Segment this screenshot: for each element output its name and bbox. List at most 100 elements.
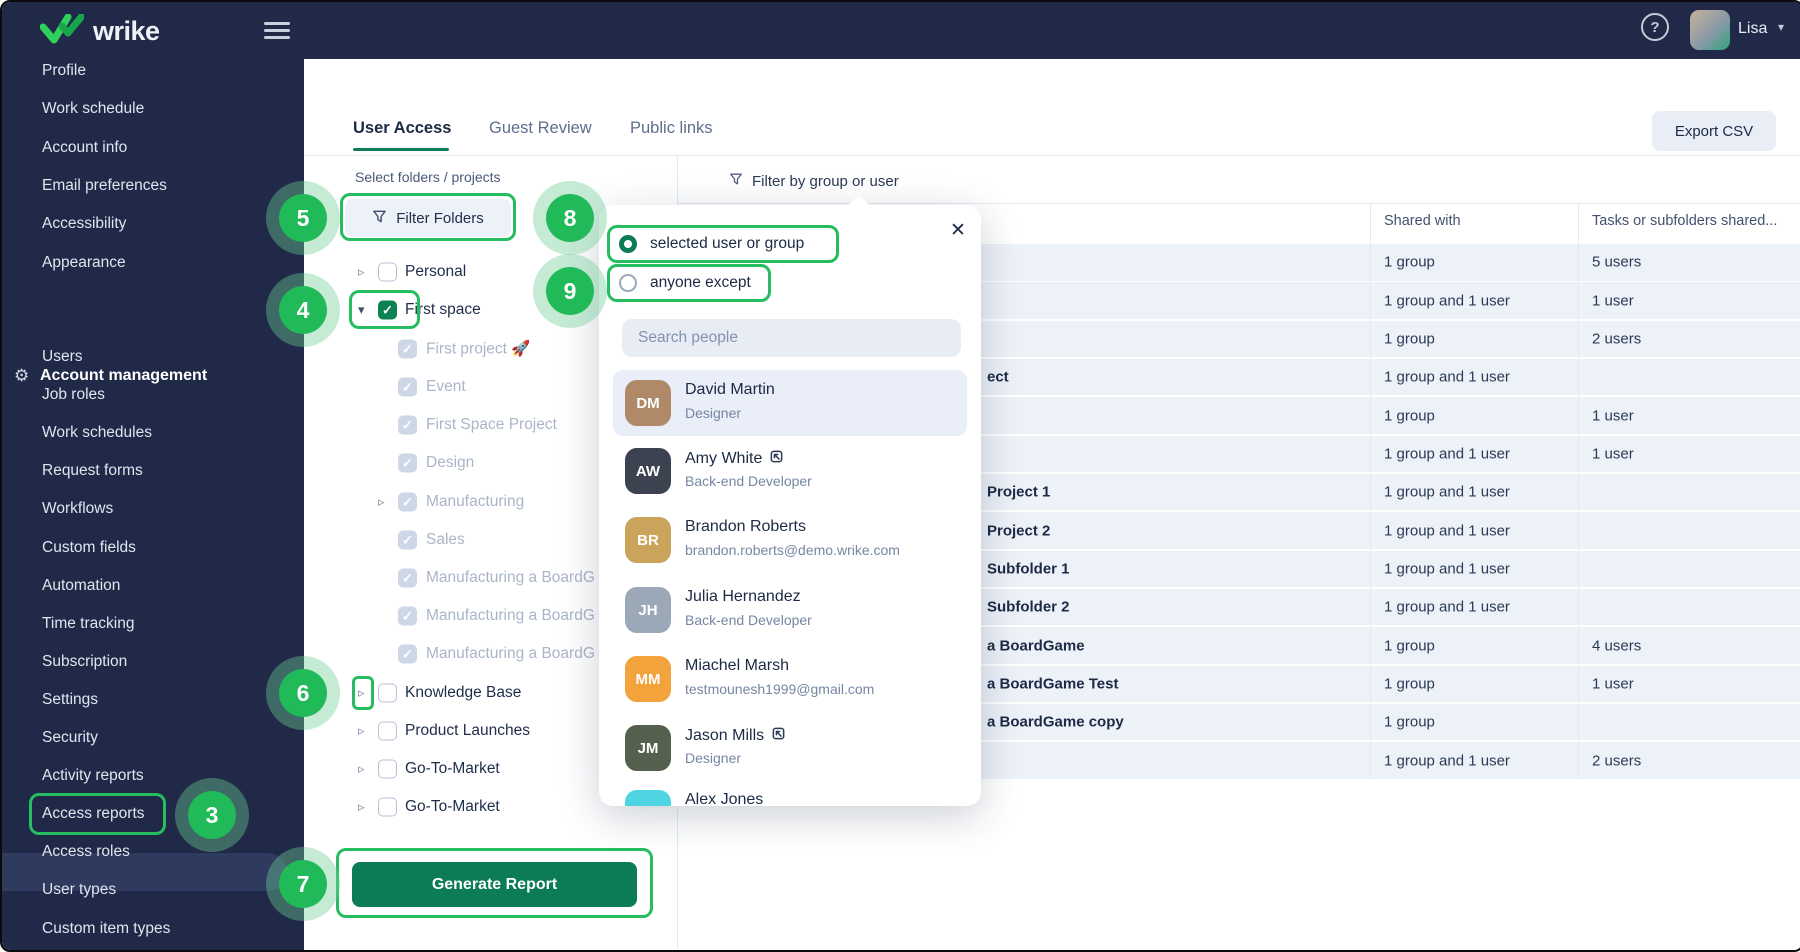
- chevron-right-icon[interactable]: ▹: [378, 494, 385, 509]
- sidebar-item-work-schedule[interactable]: Work schedule: [42, 100, 145, 118]
- cell-folder-name: Subfolder 2: [987, 598, 1070, 616]
- sidebar-item-time-tracking[interactable]: Time tracking: [42, 614, 135, 632]
- cell-tasks-shared: 1 user: [1592, 445, 1634, 463]
- person-row-alex-jones[interactable]: AJ Alex Jones: [613, 780, 967, 806]
- tree-label: Manufacturing: [426, 493, 525, 510]
- sidebar-item-email-preferences[interactable]: Email preferences: [42, 176, 167, 194]
- external-user-icon: [771, 726, 786, 746]
- tree-item-design[interactable]: ✓ Design: [304, 444, 677, 482]
- sidebar-item-account-info[interactable]: Account info: [42, 138, 128, 156]
- close-icon[interactable]: ✕: [950, 219, 966, 241]
- tree-item-sales[interactable]: ✓ Sales: [304, 521, 677, 559]
- checkbox-knowledge-base[interactable]: [378, 683, 397, 703]
- tree-item-go-to-market[interactable]: ▹ Go-To-Market: [304, 750, 677, 788]
- user-name[interactable]: Lisa: [1738, 20, 1768, 37]
- checkbox-first-project[interactable]: ✓: [398, 339, 417, 359]
- sidebar-item-request-forms[interactable]: Request forms: [42, 462, 143, 480]
- cell-tasks-shared: 1 user: [1592, 675, 1634, 693]
- sidebar-item-access-reports[interactable]: Access reports: [42, 805, 145, 823]
- option-label: anyone except: [650, 274, 751, 291]
- sidebar-item-activity-reports[interactable]: Activity reports: [42, 767, 144, 785]
- help-icon[interactable]: ?: [1641, 13, 1669, 41]
- filter-by-group-or-user[interactable]: Filter by group or user: [729, 172, 899, 190]
- person-row-miachel-marsh[interactable]: MM Miachel Marsh testmounesh1999@gmail.com: [613, 646, 967, 712]
- person-row-jason-mills[interactable]: JM Jason Mills Designer: [613, 715, 967, 781]
- person-name-text: Alex Jones: [685, 791, 764, 806]
- filter-folders-label: Filter Folders: [396, 209, 484, 227]
- avatar: JH: [625, 587, 671, 633]
- radio-unselected-icon[interactable]: [619, 274, 637, 292]
- sidebar: ⚙ Account management Profile Work schedul…: [2, 59, 304, 950]
- wrike-logo[interactable]: wrike: [39, 12, 160, 49]
- generate-report-button[interactable]: Generate Report: [352, 862, 637, 907]
- sidebar-item-users[interactable]: Users: [42, 348, 83, 365]
- sidebar-item-job-roles[interactable]: Job roles: [42, 386, 105, 404]
- checkbox-event[interactable]: ✓: [398, 377, 417, 397]
- cell-shared-with: 1 group: [1384, 330, 1435, 348]
- tab-guest-review[interactable]: Guest Review: [489, 119, 592, 137]
- sidebar-item-custom-fields[interactable]: Custom fields: [42, 538, 136, 556]
- sidebar-item-appearance[interactable]: Appearance: [42, 253, 126, 271]
- person-row-amy-white[interactable]: AW Amy White Back-end Developer: [613, 438, 967, 504]
- checkbox-go-to-market[interactable]: [378, 759, 397, 779]
- tree-item-manufacturing[interactable]: ▹ ✓ Manufacturing: [304, 483, 677, 521]
- checkbox-sales[interactable]: ✓: [398, 530, 417, 550]
- sidebar-item-accessibility[interactable]: Accessibility: [42, 215, 127, 233]
- checkbox-manufacturing[interactable]: ✓: [398, 492, 417, 512]
- tree-item-product-launches[interactable]: ▹ Product Launches: [304, 712, 677, 750]
- sidebar-section-account-management[interactable]: Account management: [40, 367, 208, 384]
- person-row-david-martin[interactable]: DM David Martin Designer: [613, 370, 967, 436]
- tree-item-first-space[interactable]: ▾ ✓ First space: [304, 291, 677, 329]
- avatar: BR: [625, 517, 671, 563]
- sidebar-item-workflows[interactable]: Workflows: [42, 500, 114, 518]
- search-people-input[interactable]: [622, 319, 961, 357]
- cell-folder-name: a BoardGame: [987, 637, 1085, 655]
- sidebar-item-access-roles[interactable]: Access roles: [42, 843, 130, 861]
- chevron-right-icon[interactable]: ▹: [358, 685, 365, 700]
- checkbox-manufacturing-a-boardg[interactable]: ✓: [398, 606, 417, 626]
- sidebar-item-profile[interactable]: Profile: [42, 62, 86, 79]
- tab-public-links[interactable]: Public links: [630, 119, 713, 137]
- chevron-right-icon[interactable]: ▹: [358, 761, 365, 776]
- checkbox-design[interactable]: ✓: [398, 453, 417, 473]
- filter-folders-button[interactable]: Filter Folders: [345, 199, 511, 237]
- tree-item-manufacturing-a-boardg[interactable]: ✓ Manufacturing a BoardG: [304, 597, 677, 635]
- person-row-brandon-roberts[interactable]: BR Brandon Roberts brandon.roberts@demo.wr…: [613, 507, 967, 573]
- option-selected-user-or-group[interactable]: selected user or group: [619, 232, 804, 256]
- checkbox-first-space-project[interactable]: ✓: [398, 415, 417, 435]
- chevron-right-icon[interactable]: ▹: [358, 723, 365, 738]
- hamburger-menu-icon[interactable]: [264, 22, 290, 39]
- chevron-down-icon[interactable]: ▾: [358, 302, 365, 317]
- checkbox-manufacturing-a-boardg[interactable]: ✓: [398, 568, 417, 588]
- export-csv-button[interactable]: Export CSV: [1652, 111, 1776, 151]
- tree-item-knowledge-base[interactable]: ▹ Knowledge Base: [304, 674, 677, 712]
- tree-item-personal[interactable]: ▹ Personal: [304, 253, 677, 291]
- checkbox-product-launches[interactable]: [378, 721, 397, 741]
- user-avatar[interactable]: [1690, 10, 1730, 50]
- person-row-julia-hernandez[interactable]: JH Julia Hernandez Back-end Developer: [613, 577, 967, 643]
- sidebar-item-security[interactable]: Security: [42, 729, 98, 746]
- tree-item-go-to-market[interactable]: ▹ Go-To-Market: [304, 788, 677, 826]
- tree-item-first-project[interactable]: ✓ First project 🚀: [304, 330, 677, 368]
- radio-selected-icon[interactable]: [619, 235, 637, 253]
- sidebar-item-settings[interactable]: Settings: [42, 690, 99, 708]
- checkbox-first-space[interactable]: ✓: [378, 300, 397, 320]
- sidebar-item-user-types[interactable]: User types: [42, 881, 117, 899]
- tree-item-first-space-project[interactable]: ✓ First Space Project: [304, 406, 677, 444]
- checkbox-go-to-market[interactable]: [378, 797, 397, 817]
- tree-item-event[interactable]: ✓ Event: [304, 368, 677, 406]
- option-anyone-except[interactable]: anyone except: [619, 271, 751, 295]
- tree-item-manufacturing-a-boardg[interactable]: ✓ Manufacturing a BoardG: [304, 559, 677, 597]
- sidebar-item-automation[interactable]: Automation: [42, 576, 121, 594]
- sidebar-item-custom-item-types[interactable]: Custom item types: [42, 919, 171, 937]
- chevron-right-icon[interactable]: ▹: [358, 264, 365, 279]
- checkbox-manufacturing-a-boardg[interactable]: ✓: [398, 644, 417, 664]
- sidebar-item-subscription[interactable]: Subscription: [42, 652, 128, 670]
- filter-by-label: Filter by group or user: [752, 172, 899, 190]
- chevron-down-icon[interactable]: ▾: [1778, 20, 1785, 34]
- sidebar-item-work-schedules[interactable]: Work schedules: [42, 424, 152, 442]
- tab-user-access[interactable]: User Access: [353, 119, 452, 137]
- checkbox-personal[interactable]: [378, 262, 397, 282]
- tree-item-manufacturing-a-boardg[interactable]: ✓ Manufacturing a BoardG: [304, 635, 677, 673]
- chevron-right-icon[interactable]: ▹: [358, 799, 365, 814]
